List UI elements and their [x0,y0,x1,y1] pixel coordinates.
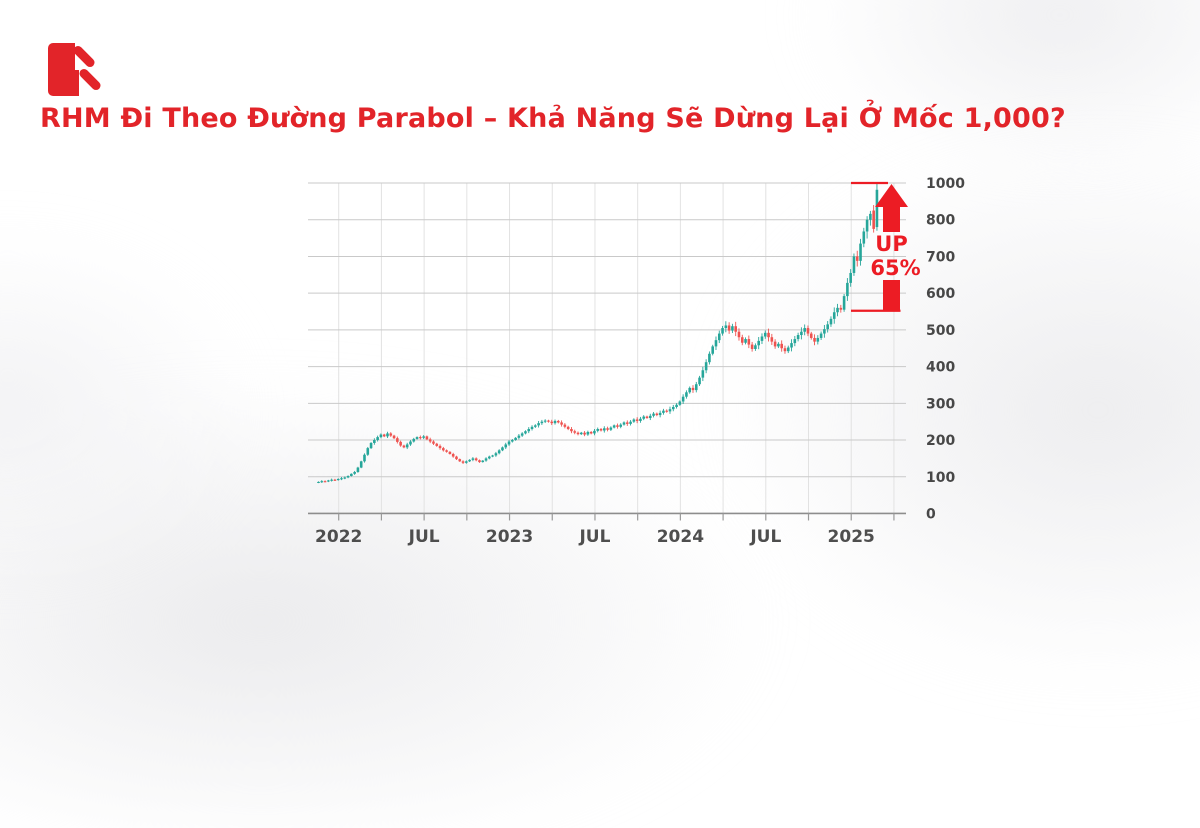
y-axis-label: 400 [926,360,955,376]
x-axis-label: 2023 [486,527,533,547]
up-arrow-shaft-bottom [883,280,900,312]
percent-label: 65% [870,256,920,280]
x-axis-label: JUL [578,527,610,547]
x-axis-labels: 2022 JUL 2023 JUL 2024 JUL 2025 [315,527,875,547]
y-axis-label: 100 [926,470,955,486]
y-gridlines [308,182,906,478]
headline: RHM Đi Theo Đường Parabol – Khả Năng Sẽ … [40,103,1066,134]
y-axis-label: 1000 [926,176,965,192]
x-axis-label: JUL [408,527,440,547]
up-arrow-shaft-top [883,205,900,232]
y-axis-label: 600 [926,286,955,302]
y-axis-label: 800 [926,213,955,229]
x-axis-label: 2024 [657,527,704,547]
x-axis-label: 2025 [828,527,875,547]
y-axis-label: 200 [926,433,955,449]
x-axis [308,512,906,521]
y-axis-label: 0 [926,506,936,522]
candles [317,183,879,484]
x-axis-label: JUL [749,527,781,547]
brand-logo [48,43,103,96]
up-label: UP [875,232,907,256]
y-axis-label: 300 [926,396,955,412]
x-axis-label: 2022 [315,527,362,547]
x-gridlines [338,183,895,514]
y-axis-label: 700 [926,249,955,265]
y-axis-label: 500 [926,323,955,339]
up-arrow-head [875,184,908,207]
